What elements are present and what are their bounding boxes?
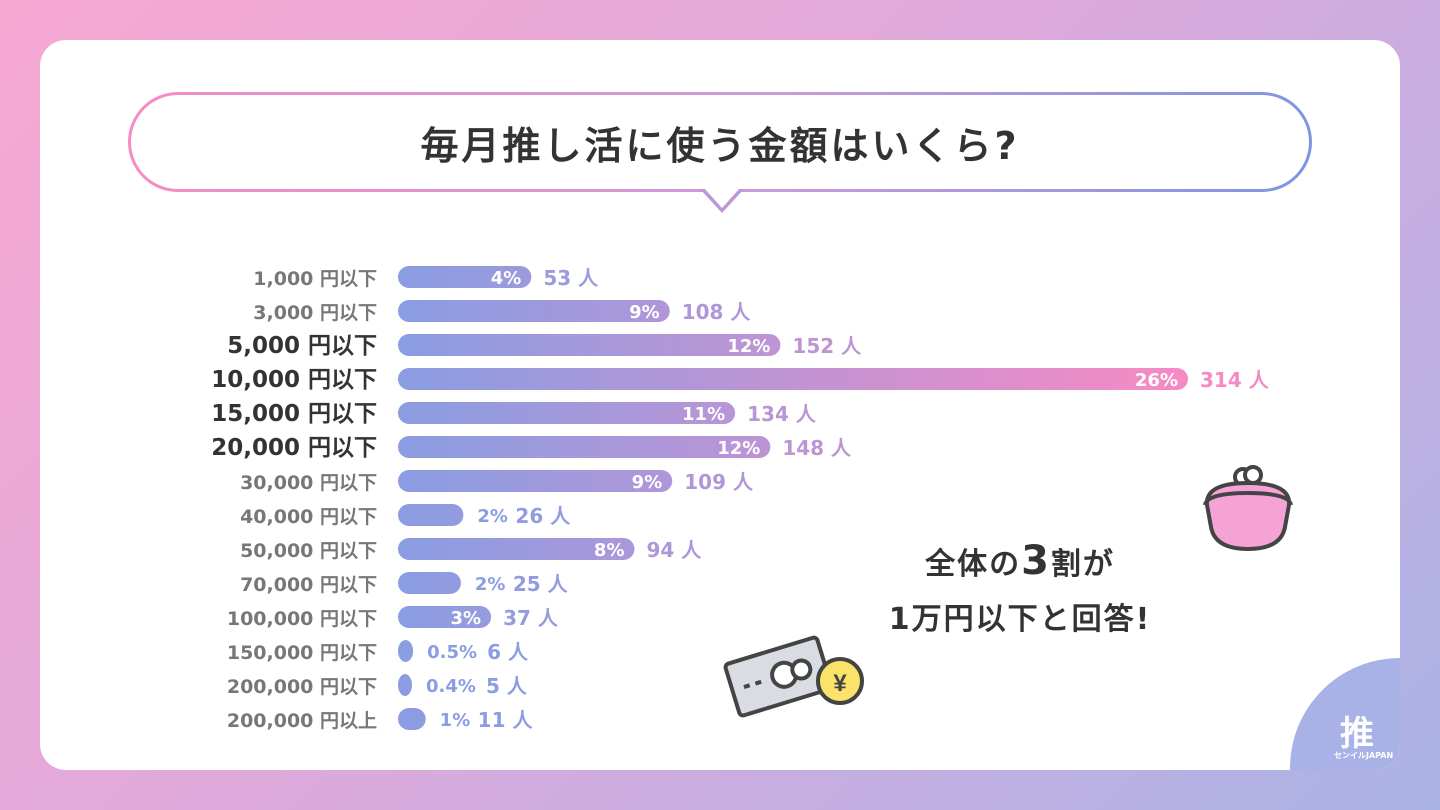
count-label: 37 人 — [503, 606, 559, 630]
title-tail-inner — [704, 188, 740, 208]
count-label: 108 人 — [682, 300, 752, 324]
callout-emphasis: 3 — [1021, 538, 1051, 584]
category-label: 40,000 円以下 — [240, 506, 377, 528]
count-label: 26 人 — [515, 504, 571, 528]
bar — [398, 538, 635, 560]
bar — [398, 402, 736, 424]
callout-line2: 1万円以下と回答! — [888, 602, 1152, 637]
category-label: 50,000 円以下 — [240, 540, 377, 562]
percent-label: 1% — [440, 710, 471, 731]
bar — [398, 368, 1188, 390]
callout-suffix: 割が — [1050, 547, 1115, 582]
count-label: 134 人 — [747, 402, 817, 426]
percent-label: 12% — [717, 438, 760, 459]
percent-label: 2% — [477, 506, 508, 527]
percent-label: 8% — [594, 540, 625, 561]
count-label: 148 人 — [782, 436, 852, 460]
chart-title: 毎月推し活に使う金額はいくら? — [420, 123, 1020, 168]
count-label: 11 人 — [478, 708, 534, 732]
bar — [398, 606, 492, 628]
bar — [398, 300, 670, 322]
logo-mark: 推 — [1340, 714, 1374, 754]
count-label: 6 人 — [487, 640, 529, 664]
svg-text:¥: ¥ — [833, 670, 847, 697]
title-inner: 毎月推し活に使う金額はいくら? — [131, 95, 1309, 189]
bar — [398, 266, 532, 288]
percent-label: 12% — [727, 336, 770, 357]
bar — [398, 470, 673, 492]
percent-label: 0.5% — [427, 642, 477, 663]
percent-label: 26% — [1135, 370, 1178, 391]
callout: 全体の3割が 1万円以下と回答! — [860, 538, 1180, 638]
category-label: 10,000 円以下 — [211, 367, 377, 393]
bar — [398, 436, 771, 458]
percent-label: 3% — [451, 608, 482, 629]
bar — [398, 504, 464, 526]
bar — [398, 334, 781, 356]
count-label: 109 人 — [684, 470, 754, 494]
bar — [398, 708, 426, 730]
category-label: 20,000 円以下 — [211, 435, 377, 461]
bar — [398, 572, 461, 594]
purse-icon — [1203, 465, 1293, 552]
count-label: 5 人 — [486, 674, 528, 698]
count-label: 94 人 — [646, 538, 702, 562]
logo-brand: センイルJAPAN — [1334, 751, 1394, 760]
title-box: 毎月推し活に使う金額はいくら? — [128, 92, 1312, 192]
bar — [398, 640, 414, 662]
category-label: 200,000 円以上 — [227, 710, 377, 732]
count-label: 314 人 — [1200, 368, 1270, 392]
category-label: 5,000 円以下 — [227, 333, 377, 359]
category-label: 100,000 円以下 — [227, 608, 377, 630]
percent-label: 4% — [491, 268, 522, 289]
bar-chart: 1,000 円以下 4% 53 人 3,000 円以下 9% 108 人 5,000 円以下… — [211, 266, 1270, 732]
category-label: 70,000 円以下 — [240, 574, 377, 596]
count-label: 25 人 — [513, 572, 569, 596]
percent-label: 2% — [475, 574, 506, 595]
percent-label: 9% — [629, 302, 660, 323]
percent-label: 9% — [632, 472, 663, 493]
category-label: 30,000 円以下 — [240, 472, 377, 494]
card: 毎月推し活に使う金額はいくら? 1,000 円以下 4% 53 人 3,000 円以下… — [40, 40, 1400, 770]
count-label: 53 人 — [543, 266, 599, 290]
category-label: 15,000 円以下 — [211, 401, 377, 427]
count-label: 152 人 — [792, 334, 862, 358]
category-label: 3,000 円以下 — [253, 302, 377, 324]
callout-prefix: 全体の — [925, 547, 1022, 582]
percent-label: 11% — [682, 404, 725, 425]
banknote-and-coin-icon: ¥ — [723, 635, 864, 718]
percent-label: 0.4% — [426, 676, 476, 697]
category-label: 150,000 円以下 — [227, 642, 377, 664]
category-label: 200,000 円以下 — [227, 676, 377, 698]
bar — [398, 674, 412, 696]
category-label: 1,000 円以下 — [253, 268, 377, 290]
